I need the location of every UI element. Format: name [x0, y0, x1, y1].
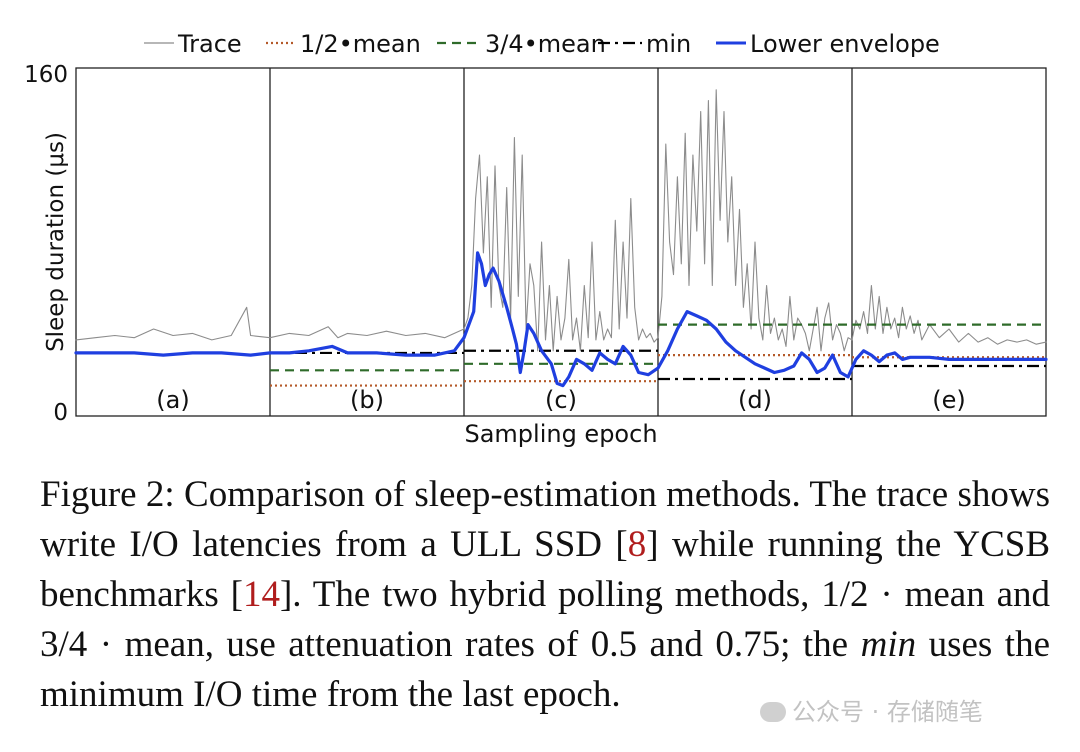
x-axis-label: Sampling epoch [464, 420, 657, 448]
y-tick-label: 0 [53, 400, 68, 426]
epoch-label: (c) [545, 386, 577, 414]
caption-min-emphasis: min [860, 624, 917, 665]
caption-line-3a: the YCSB benchmarks [ [40, 524, 1051, 615]
caption-line-2b: ] while running [646, 524, 883, 565]
legend-label-lower-envelope: Lower envelope [750, 30, 940, 58]
epoch-label: (a) [156, 386, 189, 414]
y-tick-label: 160 [24, 62, 68, 88]
plot-area: (a) (b) (c) (d) (e) 0 160 Sampling epoch Sleep d… [24, 62, 1048, 448]
caption-line-4: 1/2 · mean and 3/4 · mean, use attenuati… [40, 574, 1050, 665]
epoch-label: (d) [738, 386, 772, 414]
wechat-icon [760, 702, 786, 722]
legend-label-trace: Trace [177, 30, 242, 58]
legend-label-1-2-mean: 1/2•mean [300, 30, 421, 58]
watermark-text: 公众号 · 存储随笔 [792, 698, 983, 726]
y-axis-label: Sleep duration (μs) [43, 132, 69, 352]
legend-label-min: min [646, 30, 691, 58]
plot-frame [75, 67, 1047, 417]
legend: Trace 1/2•mean 3/4•mean min Lower envelope [144, 30, 940, 58]
citation-14[interactable]: 14 [242, 574, 280, 615]
citation-8[interactable]: 8 [627, 524, 647, 565]
figure-caption: Figure 2: Comparison of sleep-estimation… [40, 470, 1050, 720]
caption-line-1: Figure 2: Comparison of sleep-estimation… [40, 474, 949, 515]
series-line-trace [75, 89, 1047, 352]
epoch-label: (e) [932, 386, 966, 414]
caption-line-2a: shows write I/O latencies from a ULL SSD… [40, 474, 1050, 565]
watermark: 公众号 · 存储随笔 [760, 692, 983, 727]
caption-line-3b: ]. The two hybrid polling methods, [279, 574, 810, 615]
caption-line-5a: 0.75; the [715, 624, 861, 665]
epoch-label: (b) [350, 386, 384, 414]
legend-label-3-4-mean: 3/4•mean [485, 30, 606, 58]
caption-line-5b: uses the minimum I/O time from the last … [40, 624, 1050, 715]
series-line-lower-envelope [74, 251, 1048, 388]
